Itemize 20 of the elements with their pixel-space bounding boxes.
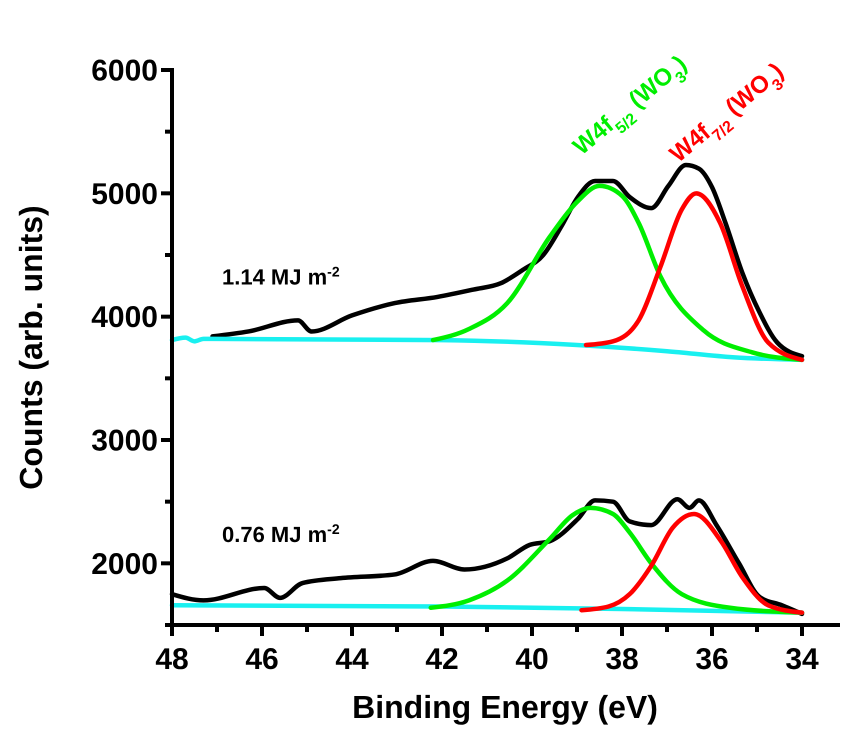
x-axis-title: Binding Energy (eV) (352, 689, 658, 725)
x-tick-label: 34 (785, 643, 819, 676)
y-axis-title: Counts (arb. units) (13, 205, 49, 490)
x-tick-label: 48 (155, 643, 189, 676)
annotation: 1.14 MJ m$^{-2}$ (222, 263, 340, 290)
x-tick-label: 36 (695, 643, 729, 676)
line-series (579, 512, 804, 615)
x-tick-label: 42 (425, 643, 459, 676)
y-tick-label: 4000 (91, 301, 158, 334)
y-tick-label: 5000 (91, 178, 158, 211)
y-tick-label: 2000 (91, 548, 158, 581)
line-series (584, 191, 804, 362)
x-tick-label: 40 (515, 643, 549, 676)
line-series (210, 162, 804, 358)
annotation: 0.76 MJ m$^{-2}$ (222, 521, 340, 548)
y-tick-label: 6000 (91, 54, 158, 88)
y-tick-label: 3000 (91, 424, 158, 458)
x-tick-label: 44 (335, 643, 369, 676)
x-tick-label: 38 (605, 643, 639, 676)
x-tick-label: 46 (245, 643, 279, 676)
